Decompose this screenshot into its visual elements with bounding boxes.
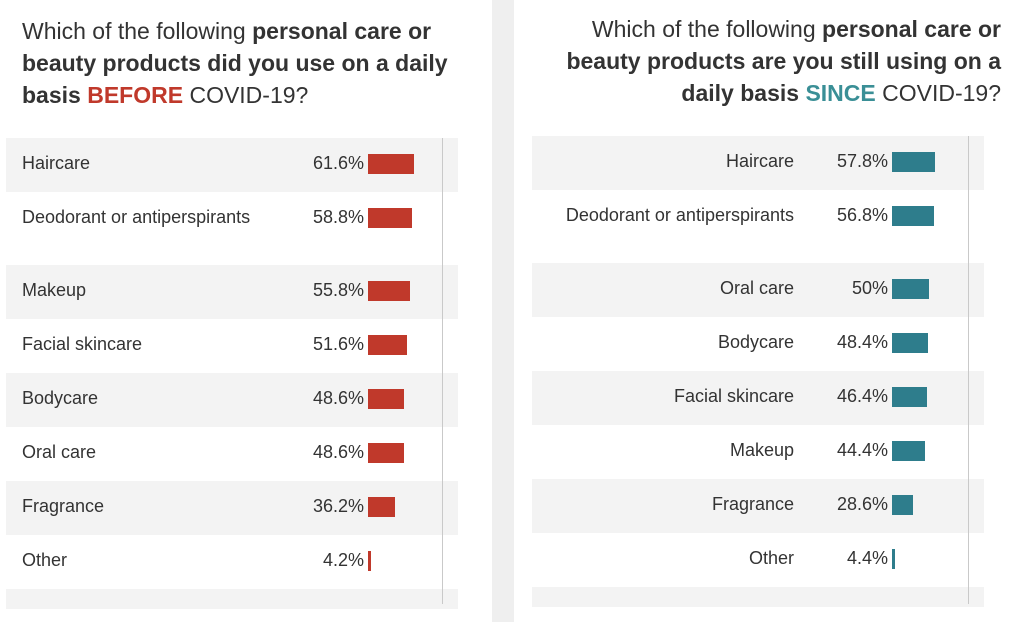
bar-row: Oral care 50%: [532, 263, 984, 317]
category-label: Haircare: [725, 151, 794, 171]
bar-rows: Haircare 61.6% Deodorant or antiperspirant…: [6, 138, 458, 609]
bar: [892, 387, 927, 407]
value-label: 48.6%: [312, 388, 364, 408]
bar-row: Deodorant or antiperspirants 58.8%: [6, 192, 458, 265]
panel-divider: [492, 0, 514, 622]
title-highlight: BEFORE: [87, 82, 184, 108]
value-label: 28.6%: [836, 494, 888, 514]
bar: [892, 279, 930, 299]
bar-row: Oral care 48.6%: [6, 427, 458, 481]
value-label: 44.4%: [836, 440, 888, 460]
bar-row: Makeup 55.8%: [6, 265, 458, 319]
bar-row: Fragrance 36.2%: [6, 481, 458, 535]
category-label: Fragrance: [711, 494, 794, 514]
title-part-1: Which of the following: [591, 16, 823, 42]
value-label: 4.2%: [322, 550, 364, 570]
category-label: Makeup: [22, 280, 87, 300]
category-label: Deodorant or antiperspirants: [22, 207, 251, 227]
value-label: 36.2%: [312, 496, 364, 516]
chart-title: Which of the following personal care or …: [22, 15, 462, 111]
value-label: 50%: [851, 278, 888, 298]
category-label: Deodorant or antiperspirants: [565, 205, 794, 225]
title-part-4: COVID-19?: [183, 82, 309, 108]
value-label: 58.8%: [312, 207, 364, 227]
title-part-4: COVID-19?: [875, 80, 1001, 106]
category-label: Bodycare: [22, 388, 99, 408]
bar: [368, 335, 407, 355]
bar: [368, 208, 412, 228]
bar-row: Haircare 57.8%: [532, 136, 984, 190]
value-label: 56.8%: [836, 205, 888, 225]
category-label: Facial skincare: [673, 386, 794, 406]
title-highlight: SINCE: [805, 80, 876, 106]
row-spacer: [532, 587, 984, 607]
bar: [892, 333, 929, 353]
since-covid-chart: Which of the following personal care or …: [514, 0, 1013, 622]
bar-row: Bodycare 48.4%: [532, 317, 984, 371]
category-label: Oral care: [719, 278, 794, 298]
bar: [892, 549, 896, 569]
category-label: Other: [748, 548, 794, 568]
value-label: 46.4%: [836, 386, 888, 406]
value-label: 4.4%: [846, 548, 888, 568]
row-spacer: [6, 589, 458, 609]
bar: [892, 206, 935, 226]
category-label: Fragrance: [22, 496, 105, 516]
value-label: 48.6%: [312, 442, 364, 462]
bar: [368, 281, 410, 301]
bar-row: Other 4.2%: [6, 535, 458, 589]
chart-title: Which of the following personal care or …: [541, 13, 1001, 109]
bar: [892, 441, 926, 461]
axis-line-right: [968, 136, 969, 604]
value-label: 55.8%: [312, 280, 364, 300]
bar: [368, 443, 405, 463]
value-label: 51.6%: [312, 334, 364, 354]
bar: [368, 154, 414, 174]
axis-line-left: [442, 138, 443, 604]
value-label: 57.8%: [836, 151, 888, 171]
category-label: Oral care: [22, 442, 97, 462]
category-label: Makeup: [729, 440, 794, 460]
bar-rows: Haircare 57.8% Deodorant or antiperspirant…: [532, 136, 984, 607]
value-label: 48.4%: [836, 332, 888, 352]
bar-row: Facial skincare 51.6%: [6, 319, 458, 373]
bar: [368, 497, 396, 517]
bar-row: Other 4.4%: [532, 533, 984, 587]
category-label: Bodycare: [717, 332, 794, 352]
bar: [892, 495, 914, 515]
before-covid-chart: Which of the following personal care or …: [0, 0, 460, 622]
bar-row: Haircare 61.6%: [6, 138, 458, 192]
title-part-2: personal care or beauty products are you…: [566, 16, 1001, 106]
category-label: Haircare: [22, 153, 91, 173]
title-part-2: personal care or beauty products did you…: [22, 18, 448, 108]
bar: [368, 389, 405, 409]
title-part-1: Which of the following: [22, 18, 253, 44]
bar-row: Makeup 44.4%: [532, 425, 984, 479]
bar: [368, 551, 372, 571]
bar-row: Deodorant or antiperspirants 56.8%: [532, 190, 984, 263]
category-label: Other: [22, 550, 68, 570]
category-label: Facial skincare: [22, 334, 143, 354]
bar: [892, 152, 936, 172]
bar-row: Bodycare 48.6%: [6, 373, 458, 427]
bar-row: Facial skincare 46.4%: [532, 371, 984, 425]
value-label: 61.6%: [312, 153, 364, 173]
bar-row: Fragrance 28.6%: [532, 479, 984, 533]
